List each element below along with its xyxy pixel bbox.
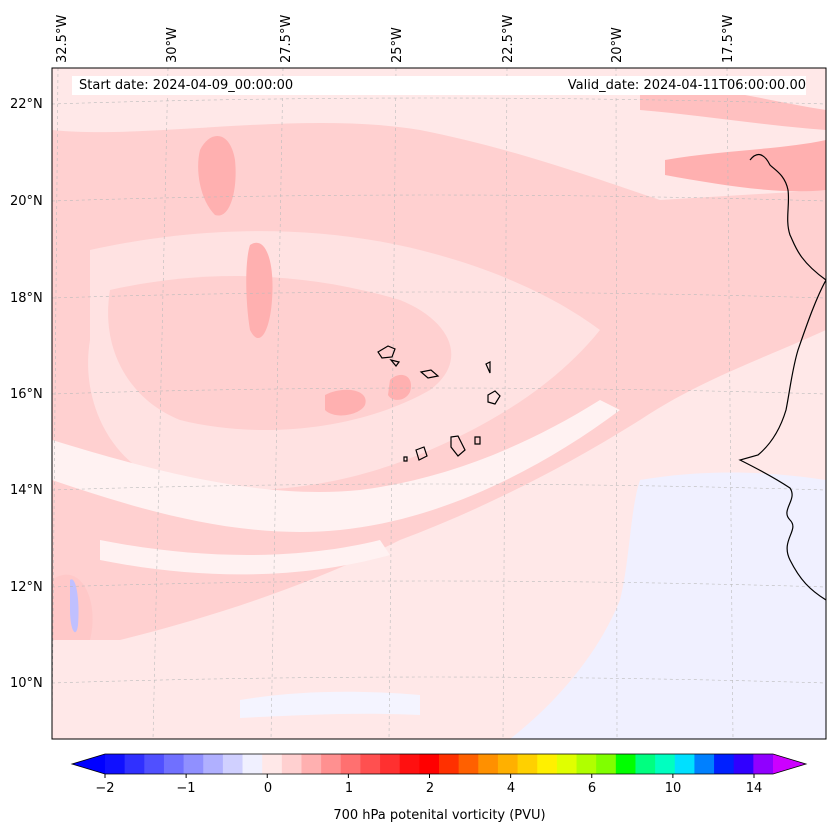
colorbar-cell bbox=[556, 754, 578, 774]
lat-label-20N: 20°N bbox=[10, 194, 43, 209]
colorbar-tick: −2 bbox=[95, 781, 115, 796]
colorbar-cell bbox=[321, 754, 342, 774]
colorbar-cell bbox=[615, 754, 636, 774]
colorbar-cell bbox=[380, 754, 401, 774]
colorbar-cell bbox=[242, 754, 263, 774]
colorbar-cell bbox=[203, 754, 224, 774]
colorbar-cell bbox=[478, 754, 499, 774]
colorbar-cell bbox=[596, 754, 617, 774]
lat-label-16N: 16°N bbox=[10, 387, 43, 402]
colorbar-cell bbox=[144, 754, 165, 774]
colorbar-cell bbox=[733, 754, 754, 774]
colorbar-cell bbox=[340, 754, 361, 774]
start-date-label: Start date: 2024-04-09_00:00:00 bbox=[72, 76, 519, 95]
colorbar-cell bbox=[399, 754, 420, 774]
graticule bbox=[52, 68, 826, 739]
valid-date-label: Valid_date: 2024-04-11T06:00:00.00 bbox=[512, 76, 806, 95]
colorbar-cell bbox=[262, 754, 283, 774]
colorbar-cell bbox=[517, 754, 538, 774]
colorbar-tick: 1 bbox=[344, 781, 354, 796]
colorbar-tick: 0 bbox=[263, 781, 273, 796]
colorbar-label: 700 hPa potenital vorticity (PVU) bbox=[333, 808, 546, 823]
colorbar-cell bbox=[458, 754, 479, 774]
colorbar-cell bbox=[537, 754, 558, 774]
colorbar-tick: −1 bbox=[176, 781, 196, 796]
colorbar-cell bbox=[694, 754, 715, 774]
colorbar-cell bbox=[714, 754, 735, 774]
colorbar-cell bbox=[163, 754, 185, 774]
colorbar-cell bbox=[360, 754, 381, 774]
pv-field bbox=[52, 68, 826, 739]
colorbar-cell bbox=[576, 754, 597, 774]
coastline bbox=[738, 153, 826, 601]
colorbar-over-arrow bbox=[773, 754, 806, 774]
colorbar-cell bbox=[105, 754, 126, 774]
lat-label-10N: 10°N bbox=[10, 676, 43, 691]
colorbar-cell bbox=[635, 754, 656, 774]
colorbar-cell bbox=[655, 754, 676, 774]
cape-verde-islands bbox=[377, 345, 501, 462]
colorbar-tick: 6 bbox=[587, 781, 597, 796]
colorbar-cell bbox=[419, 754, 440, 774]
map-frame bbox=[51, 67, 827, 740]
lat-label-22N: 22°N bbox=[10, 97, 43, 112]
colorbar-tick: 14 bbox=[745, 781, 763, 796]
colorbar-cell bbox=[183, 754, 204, 774]
lat-label-18N: 18°N bbox=[10, 291, 43, 306]
colorbar-tick: 4 bbox=[506, 781, 516, 796]
colorbar-cell bbox=[281, 754, 302, 774]
colorbar-cell bbox=[497, 754, 519, 774]
lat-label-12N: 12°N bbox=[10, 580, 43, 595]
colorbar-cell bbox=[439, 754, 460, 774]
colorbar-under-arrow bbox=[72, 754, 105, 774]
colorbar-cell bbox=[674, 754, 695, 774]
colorbar-cell bbox=[301, 754, 322, 774]
colorbar-cell bbox=[124, 754, 145, 774]
colorbar-tick: 2 bbox=[425, 781, 435, 796]
colorbar-cell bbox=[222, 754, 244, 774]
colorbar-tick: 10 bbox=[664, 781, 682, 796]
lat-label-14N: 14°N bbox=[10, 483, 43, 498]
colorbar-cell bbox=[753, 754, 774, 774]
